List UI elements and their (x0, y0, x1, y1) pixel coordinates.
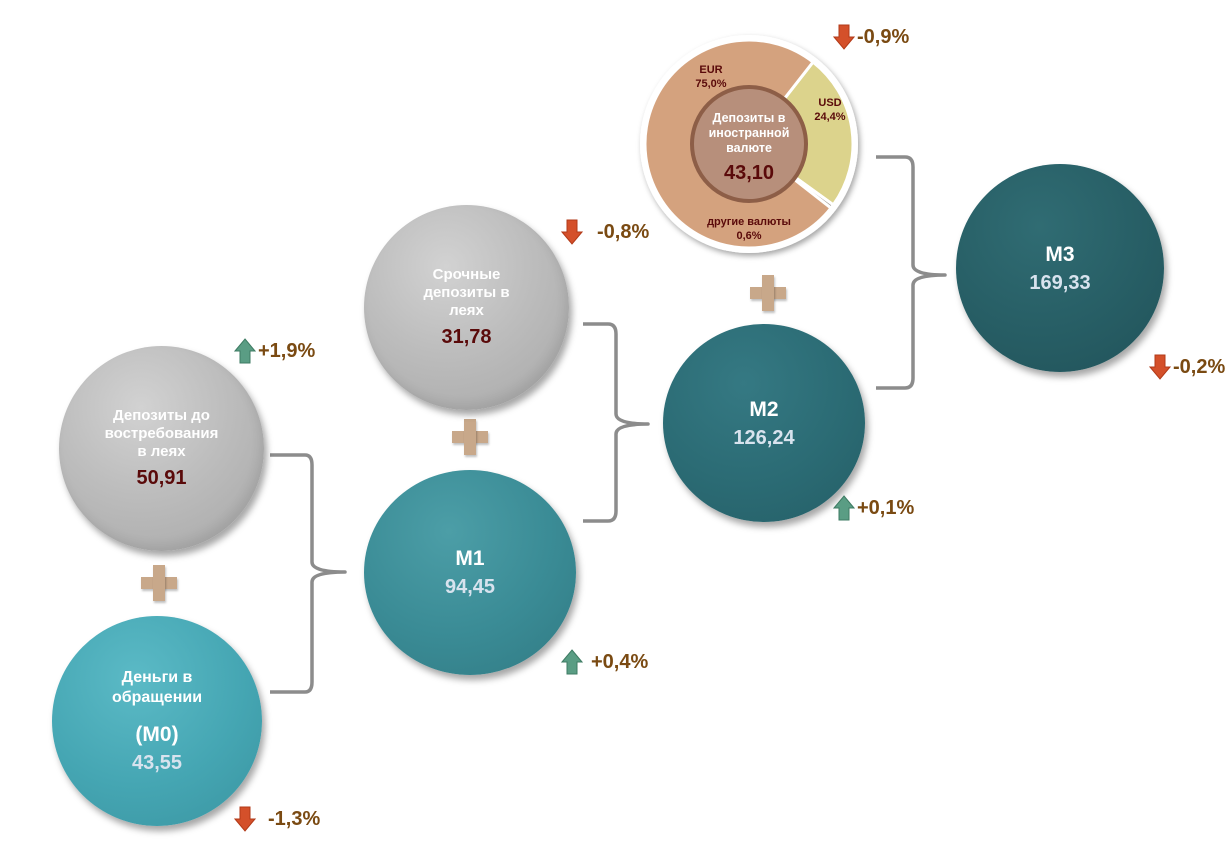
m0-circle: Деньги в обращении (M0) 43,55 (52, 616, 262, 826)
foreign-deposits-value: 43,10 (724, 162, 774, 184)
arrow-down-icon (1149, 354, 1171, 380)
foreign-deposits-label-1: Депозиты в (713, 111, 786, 125)
foreign-deposits-label-3: валюте (726, 141, 772, 155)
m2-circle: M2 126,24 (663, 324, 865, 522)
m0-label-1: Деньги в (121, 668, 193, 686)
change-m2: +0,1% (833, 495, 914, 521)
m3-circle: M3 169,33 (956, 164, 1164, 372)
change-demand-text: +1,9% (258, 339, 316, 362)
change-demand: +1,9% (234, 338, 315, 364)
arrow-up-icon (561, 649, 583, 675)
bracket-m1-m2 (583, 322, 650, 523)
term-deposits-circle: Срочные депозиты в леях 31,78 (364, 205, 569, 410)
m3-label: M3 (1045, 242, 1075, 266)
change-m2-text: +0,1% (857, 496, 915, 519)
pie-label-usd: USD (818, 97, 841, 109)
m2-label: M2 (749, 397, 779, 421)
foreign-deposits-label-2: иностранной (709, 126, 790, 140)
term-deposits-value: 31,78 (441, 326, 492, 348)
demand-deposits-circle: Депозиты до востребования в леях 50,91 (59, 346, 264, 551)
demand-deposits-value: 50,91 (136, 467, 187, 489)
demand-deposits-label-2: востребования (104, 425, 219, 442)
m0-value: 43,55 (131, 751, 183, 774)
pie-label-other: другие валюты (707, 216, 791, 228)
m1-circle: M1 94,45 (364, 470, 576, 675)
change-term-text: -0,8% (597, 220, 650, 243)
term-deposits-label-3: леях (449, 302, 484, 319)
arrow-down-icon (561, 219, 583, 245)
demand-deposits-label-1: Депозиты до (113, 407, 210, 424)
m2-value: 126,24 (733, 426, 795, 449)
change-term: -0,8% (561, 219, 649, 245)
change-m3: -0,2% (1149, 354, 1225, 380)
change-m0-text: -1,3% (268, 807, 321, 830)
change-m0: -1,3% (234, 806, 320, 832)
plus-sign-m0 (141, 565, 177, 601)
change-foreign-text: -0,9% (857, 25, 910, 48)
demand-deposits-label-3: в леях (137, 443, 186, 460)
term-deposits-label-1: Срочные (432, 266, 501, 283)
arrow-up-icon (833, 495, 855, 521)
bracket-m0-m1 (270, 453, 347, 694)
m0-label-2: обращении (111, 688, 203, 706)
change-m3-text: -0,2% (1173, 355, 1226, 378)
foreign-deposits-donut: Депозиты в иностранной валюте 43,10 EUR … (640, 35, 858, 253)
donut-center-ring (690, 85, 808, 203)
change-foreign: -0,9% (833, 24, 909, 50)
pie-pct-other: 0,6% (736, 230, 761, 242)
arrow-down-icon (234, 806, 256, 832)
term-deposits-label-2: депозиты в (423, 284, 510, 301)
pie-pct-eur: 75,0% (695, 78, 726, 90)
m1-value: 94,45 (444, 576, 496, 598)
pie-label-eur: EUR (699, 64, 722, 76)
m0-code: (M0) (135, 722, 179, 746)
pie-pct-usd: 24,4% (814, 111, 845, 123)
m3-value: 169,33 (1029, 271, 1091, 294)
plus-sign-m1 (452, 419, 488, 455)
change-m1-text: +0,4% (591, 650, 649, 673)
arrow-down-icon (833, 24, 855, 50)
plus-sign-m2 (750, 275, 786, 311)
arrow-up-icon (234, 338, 256, 364)
m1-label: M1 (455, 547, 485, 570)
bracket-m2-m3 (876, 155, 947, 390)
change-m1: +0,4% (561, 649, 648, 675)
